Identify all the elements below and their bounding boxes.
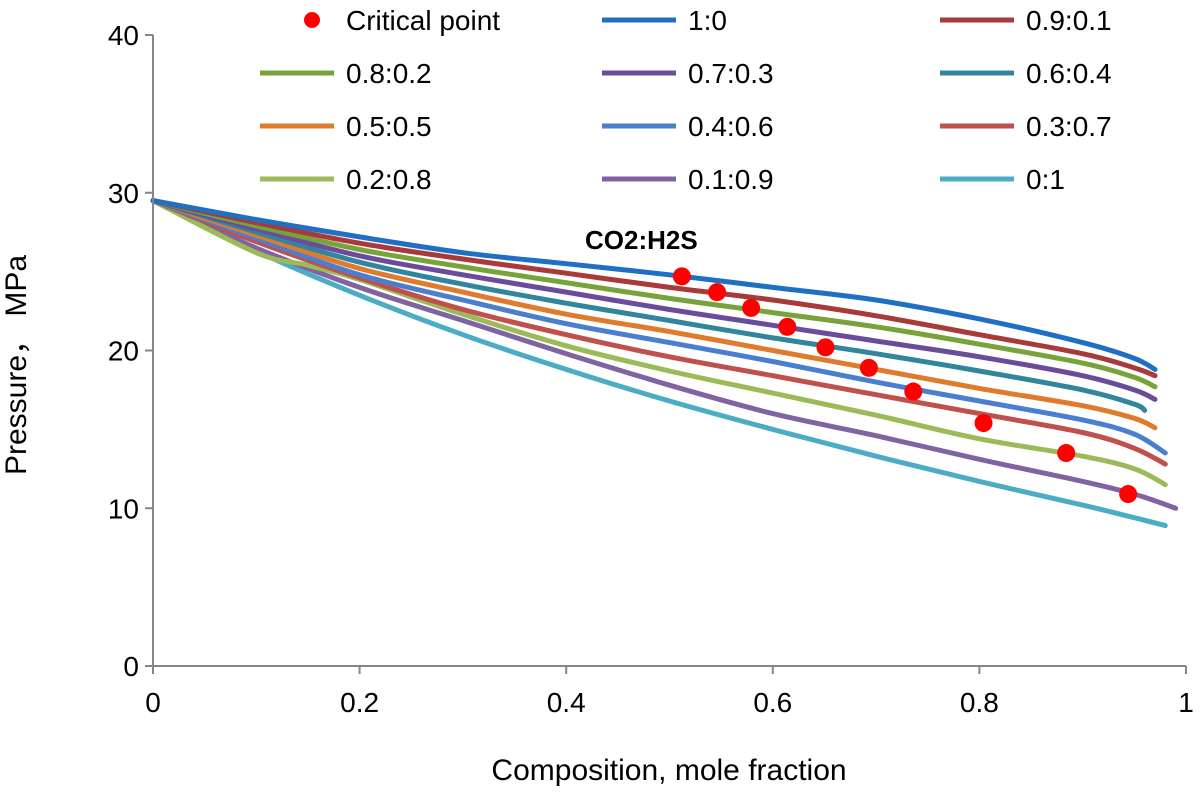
legend-label-0-1: 0:1 (1026, 164, 1065, 195)
critical-point-marker (816, 338, 835, 357)
legend-label-0-3-0-7: 0.3:0.7 (1026, 111, 1112, 142)
critical-point-marker (672, 267, 691, 286)
y-tick-label: 10 (108, 493, 139, 524)
legend-label-1-0: 1:0 (688, 5, 727, 36)
x-tick-label: 0.8 (960, 687, 999, 718)
series-line-0-3-0-7 (150, 198, 1168, 467)
legend-label-0-2-0-8: 0.2:0.8 (346, 164, 432, 195)
legend: Critical point 1:0 0.9:0.1 0.8:0.2 0.7:0.3 0.… (260, 5, 1112, 195)
plot-lines (150, 198, 1179, 529)
legend-label-0-5-0-5: 0.5:0.5 (346, 111, 432, 142)
legend-label-0-7-0-3: 0.7:0.3 (688, 58, 774, 89)
series-line-0-9-0-1 (150, 198, 1158, 379)
legend-label-0-8-0-2: 0.8:0.2 (346, 58, 432, 89)
x-tick-label: 1 (1178, 687, 1194, 718)
series-line-0-4-0-6 (150, 198, 1168, 456)
legend-marker-critical-point (304, 12, 320, 28)
critical-point-marker (1057, 444, 1076, 463)
y-axis-title: Pressure， MPa (0, 255, 33, 475)
critical-point-marker (708, 283, 727, 302)
x-tick-label: 0.2 (340, 687, 379, 718)
x-tick-label: 0.4 (547, 687, 586, 718)
critical-point-marker (742, 298, 761, 317)
x-tick-label: 0.6 (753, 687, 792, 718)
y-tick-label: 0 (123, 651, 139, 682)
series-line-0-7-0-3 (150, 198, 1158, 402)
series-line-0-5-0-5 (150, 198, 1158, 431)
legend-label-0-9-0-1: 0.9:0.1 (1026, 5, 1112, 36)
series-line-0-1 (150, 198, 1168, 529)
x-tick-label: 0 (145, 687, 161, 718)
critical-point-marker (974, 414, 993, 433)
y-tick-label: 20 (108, 336, 139, 367)
y-tick-label: 30 (108, 178, 139, 209)
critical-point-marker (859, 358, 878, 377)
critical-point-marker (778, 317, 797, 336)
series-line-0-8-0-2 (150, 198, 1158, 390)
critical-point-marker (904, 382, 923, 401)
x-axis-title: Composition, mole fraction (491, 754, 846, 787)
legend-label-0-4-0-6: 0.4:0.6 (688, 111, 774, 142)
legend-label-Critical-point: Critical point (346, 5, 500, 36)
ticks: 0 10 20 30 40 0 0.2 0.4 0.6 0.8 1 (108, 20, 1194, 718)
series-line-0-1-0-9 (150, 198, 1179, 511)
annotation-co2-h2s: CO2:H2S (585, 225, 698, 255)
legend-label-0-1-0-9: 0.1:0.9 (688, 164, 774, 195)
critical-point-marker (1119, 485, 1138, 504)
critical-points (672, 267, 1138, 504)
series-line-1-0 (150, 198, 1158, 372)
series-line-0-6-0-4 (150, 198, 1148, 413)
y-tick-label: 40 (108, 20, 139, 51)
legend-label-0-6-0-4: 0.6:0.4 (1026, 58, 1112, 89)
